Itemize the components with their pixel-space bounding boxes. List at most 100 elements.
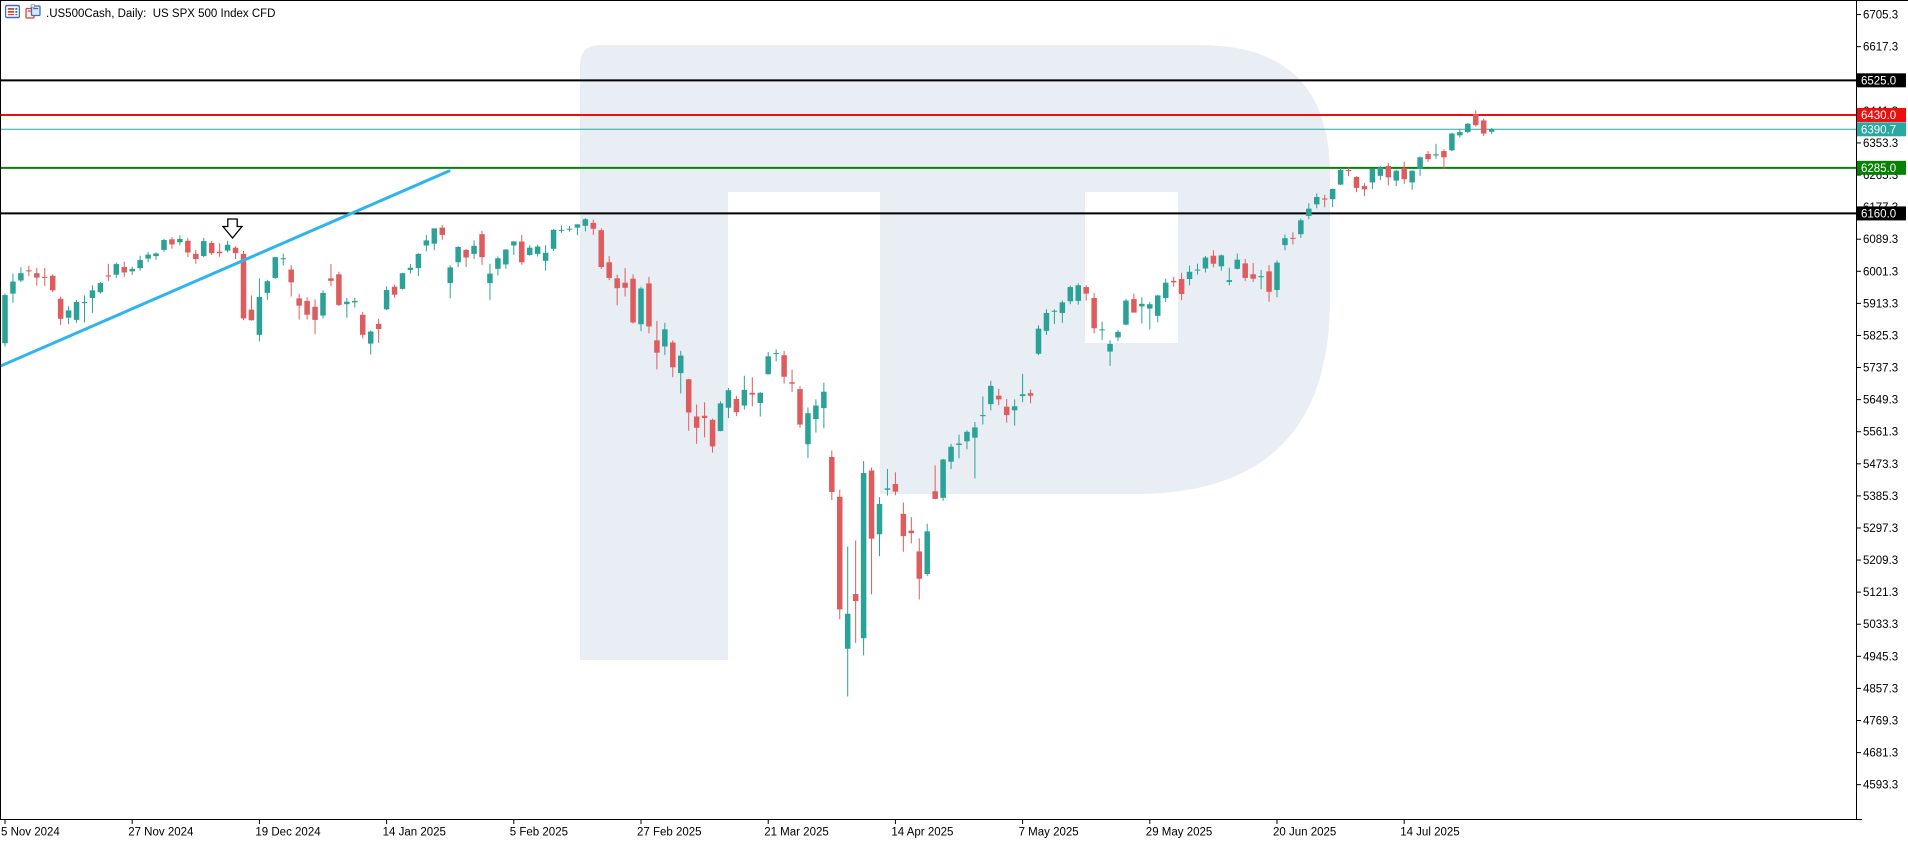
candle-bull	[662, 329, 668, 347]
candle-bear	[121, 267, 127, 273]
candle-bull	[1417, 157, 1423, 169]
candle-bull	[407, 267, 414, 270]
candle-bull	[964, 431, 970, 442]
candle-bull	[256, 296, 263, 335]
candle-bull	[431, 228, 438, 244]
candle-bull	[113, 264, 120, 275]
candle-bull	[10, 281, 16, 294]
candle-bear	[630, 278, 636, 323]
candle-bear	[1178, 279, 1185, 294]
tile-charts-icon[interactable]	[25, 4, 41, 24]
candle-bull	[81, 302, 88, 304]
price-badge-label: 6160.0	[1861, 208, 1896, 220]
price-label: 5209.3	[1863, 555, 1898, 567]
down-arrow-annotation[interactable]	[221, 218, 244, 240]
candle-bull	[511, 241, 517, 246]
candle-bull	[177, 238, 183, 243]
candle-bear	[781, 355, 787, 377]
candle-bull	[1186, 271, 1193, 280]
candle-bull	[765, 356, 771, 375]
candle-bull	[1282, 238, 1288, 246]
candle-bull	[1433, 154, 1439, 156]
candle-bear	[208, 242, 215, 254]
candle-bull	[1369, 168, 1376, 183]
time-label: 21 Mar 2025	[764, 827, 829, 839]
candle-bull	[1488, 129, 1495, 132]
time-label: 27 Feb 2025	[637, 827, 702, 839]
candle-bull	[153, 253, 159, 257]
price-badge-label: 6390.7	[1861, 124, 1896, 136]
candle-bull	[1234, 259, 1240, 269]
candle-bull	[1226, 280, 1233, 282]
candle-bull	[1115, 331, 1121, 338]
candle-bear	[916, 551, 922, 579]
price-badge-6430.0	[1857, 107, 1906, 122]
price-badge-6285.0	[1857, 160, 1906, 175]
candle-bull	[860, 473, 867, 639]
candle-bull	[813, 405, 819, 420]
candle-bull	[884, 488, 891, 490]
price-label: 5825.3	[1863, 330, 1898, 342]
candle-bull	[940, 459, 946, 498]
candle-bull	[988, 385, 994, 405]
candle-bear	[1242, 263, 1248, 278]
candle-bear	[1290, 237, 1296, 239]
price-badge-6390.7	[1857, 122, 1906, 137]
candle-bull	[1329, 188, 1336, 200]
candle-bear	[248, 309, 255, 321]
candle-bear	[614, 278, 620, 289]
candle-bull	[805, 413, 811, 445]
candle-bear	[216, 251, 223, 254]
candle-bull	[65, 310, 72, 318]
candle-bull	[264, 281, 271, 293]
price-badge-label: 6430.0	[1861, 110, 1896, 122]
ascending-trendline[interactable]	[0, 169, 451, 368]
price-label: 5121.3	[1863, 587, 1898, 599]
candle-bear	[900, 513, 907, 537]
candle-bull	[1139, 303, 1145, 307]
candle-bear	[105, 275, 112, 277]
candle-bull	[1465, 123, 1471, 133]
candle-bull	[1202, 257, 1209, 269]
account-list-icon[interactable]	[4, 4, 21, 24]
price-label: 6001.3	[1863, 266, 1898, 278]
candle-bull	[503, 249, 509, 265]
candle-bull	[550, 229, 557, 249]
candle-bull	[1314, 197, 1320, 205]
candle-bull	[447, 267, 453, 284]
candle-bull	[1019, 394, 1026, 397]
candle-bull	[272, 257, 279, 278]
roboforex-watermark	[580, 45, 1330, 660]
candle-bull	[97, 283, 104, 293]
candle-bear	[391, 286, 398, 295]
candle-bear	[1003, 406, 1010, 416]
candle-bear	[1170, 280, 1177, 283]
candle-bear	[232, 247, 239, 254]
candle-bear	[733, 399, 740, 413]
candle-bear	[1345, 170, 1352, 172]
candle-bear	[1441, 151, 1447, 158]
candle-bear	[304, 300, 310, 315]
price-label: 5473.3	[1863, 459, 1898, 471]
candle-bear	[26, 270, 32, 272]
candle-bear	[1266, 271, 1272, 292]
candle-bull	[1306, 208, 1312, 216]
candle-bear	[1091, 298, 1097, 329]
time-label: 19 Dec 2024	[255, 827, 321, 839]
candle-bear	[1250, 274, 1256, 279]
price-badge-label: 6285.0	[1861, 163, 1896, 175]
candle-bull	[129, 268, 135, 272]
candle-bear	[1027, 393, 1034, 396]
candle-bull	[757, 392, 763, 404]
candle-bear	[749, 392, 756, 395]
candle-bear	[1425, 153, 1431, 160]
price-label: 4681.3	[1863, 748, 1898, 760]
candle-bear	[240, 253, 247, 319]
price-badge-6160.0	[1857, 206, 1906, 221]
price-label: 5913.3	[1863, 298, 1898, 310]
price-label: 5385.3	[1863, 491, 1898, 503]
candle-bull	[924, 531, 930, 575]
candle-bear	[1480, 120, 1487, 134]
